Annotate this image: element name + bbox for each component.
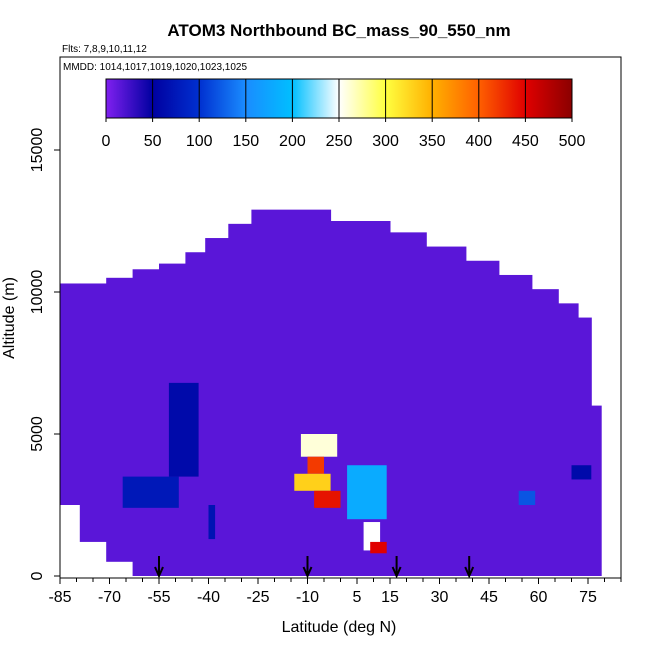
colorbar-tick-label: 450	[512, 133, 539, 150]
colorbar-tick-label: 300	[372, 133, 399, 150]
coverage-band	[228, 223, 252, 576]
chart-title: ATOM3 Northbound BC_mass_90_550_nm	[167, 21, 510, 40]
y-tick-label: 15000	[29, 128, 46, 173]
marker-arrow-head	[464, 566, 475, 578]
coverage-band	[558, 303, 579, 576]
x-tick-label: -70	[98, 589, 121, 606]
colorbar-tick-label: 100	[186, 133, 213, 150]
colorbar-tick-label: 500	[559, 133, 586, 150]
dates-label: MMDD: 1014,1017,1019,1020,1023,1025	[63, 62, 247, 73]
x-tick-label: 60	[530, 589, 548, 606]
x-tick-label: -55	[147, 589, 170, 606]
y-tick-label: 0	[29, 571, 46, 580]
marker-arrow-head	[391, 566, 402, 578]
coverage-band	[591, 405, 602, 576]
coverage-band	[390, 232, 427, 577]
marker-arrow-head	[302, 566, 313, 578]
colorbar-tick-label: 250	[326, 133, 353, 150]
x-tick-label: 5	[353, 589, 362, 606]
coverage-band	[498, 274, 533, 576]
data-cell	[208, 505, 216, 540]
coverage-band	[106, 277, 134, 562]
coverage-band	[60, 283, 81, 505]
plot-area	[60, 209, 602, 578]
coverage-band	[465, 260, 500, 576]
y-tick-label: 5000	[29, 416, 46, 452]
coverage-band	[205, 238, 229, 577]
flights-label: Flts: 7,8,9,10,11,12	[62, 44, 147, 55]
y-axis-label: Altitude (m)	[1, 277, 18, 359]
data-cell	[314, 490, 341, 508]
data-cell	[347, 465, 387, 520]
data-cell	[307, 456, 324, 474]
data-cell	[122, 476, 179, 508]
x-axis-label: Latitude (deg N)	[282, 619, 397, 636]
colorbar-tick-label: 200	[279, 133, 306, 150]
coverage-band	[79, 283, 107, 542]
data-cell	[571, 465, 592, 480]
x-tick-label: 30	[431, 589, 449, 606]
x-tick-label: -25	[246, 589, 269, 606]
colorbar-tick-label: 0	[102, 133, 111, 150]
x-tick-label: 45	[480, 589, 498, 606]
coverage-band	[426, 246, 467, 576]
coverage-band	[330, 221, 391, 576]
colorbar-tick-label: 400	[465, 133, 492, 150]
coverage-band	[251, 209, 332, 576]
x-tick-label: 75	[579, 589, 597, 606]
data-cell	[370, 541, 387, 554]
data-cell	[518, 490, 536, 505]
x-tick-label: -85	[48, 589, 71, 606]
colorbar: 0 50 100 150 200 250 300 350 400 450 500	[102, 78, 586, 150]
data-cell	[168, 382, 199, 477]
marker-arrow-head	[154, 566, 164, 578]
axes: -85 -70 -55 -40 -25 -10 5 15 30 45 60 7505000100001…	[29, 128, 622, 606]
x-tick-label: -40	[197, 589, 220, 606]
x-tick-label: 15	[381, 589, 399, 606]
coverage-band	[578, 317, 592, 576]
colorbar-tick-label: 50	[144, 133, 162, 150]
coverage-band	[531, 289, 559, 576]
y-tick-label: 10000	[29, 270, 46, 315]
colorbar-tick-label: 350	[419, 133, 446, 150]
x-tick-label: -10	[296, 589, 319, 606]
data-cell	[294, 473, 331, 491]
coverage-band	[132, 269, 160, 576]
colorbar-tick-label: 150	[232, 133, 259, 150]
data-cell	[300, 434, 338, 457]
